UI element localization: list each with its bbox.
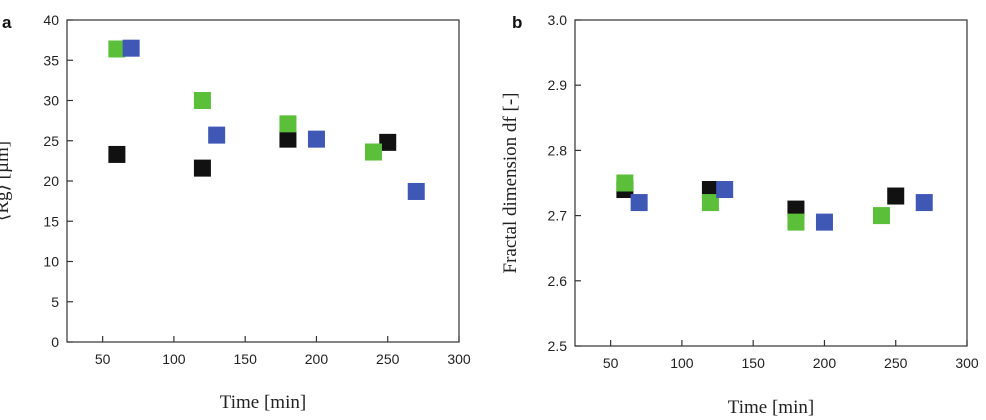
- y-tick-label: 2.6: [548, 273, 568, 289]
- panel-a-markers: [108, 39, 425, 200]
- x-tick-label: 200: [813, 355, 837, 371]
- scatter-point: [915, 194, 933, 212]
- scatter-point: [407, 182, 425, 200]
- scatter-point: [787, 200, 805, 218]
- panel-b-markers: [616, 174, 933, 231]
- y-tick-label: 30: [43, 93, 59, 109]
- x-tick-label: 300: [955, 355, 979, 371]
- y-tick-label: 25: [43, 133, 59, 149]
- y-tick-label: 20: [43, 173, 59, 189]
- y-tick-label: 35: [43, 52, 59, 68]
- scatter-point: [122, 39, 140, 57]
- panel-b-x-ticks: 50 100 150 200 250 300: [603, 340, 979, 371]
- y-tick-label: 40: [43, 12, 59, 28]
- x-tick-label: 200: [305, 351, 329, 367]
- scatter-point: [630, 194, 648, 212]
- scatter-point: [364, 143, 382, 161]
- scatter-point: [193, 159, 211, 177]
- x-tick-label: 150: [234, 351, 258, 367]
- x-tick-label: 50: [95, 351, 111, 367]
- x-tick-label: 100: [670, 355, 694, 371]
- panel-a-plot-frame: [66, 19, 460, 343]
- scatter-point: [208, 126, 226, 144]
- x-tick-label: 50: [603, 355, 619, 371]
- y-tick-label: 3.0: [548, 12, 568, 28]
- y-tick-label: 2.8: [548, 142, 568, 158]
- scatter-point: [108, 145, 126, 163]
- panel-b-y-axis-title: Fractal dimension df [-]: [500, 93, 521, 274]
- y-tick-label: 10: [43, 254, 59, 270]
- scatter-point: [279, 115, 297, 133]
- scatter-point: [787, 213, 805, 231]
- panel-a-y-axis-title: ⟨Rg⟩ [µm]: [0, 141, 13, 221]
- scatter-point: [815, 213, 833, 231]
- y-tick-label: 2.5: [548, 338, 568, 354]
- panel-a: a 50 100 150 200 250 300 0 5 10 15 20 25 30 35 40 Tim…: [0, 12, 471, 413]
- x-tick-label: 250: [884, 355, 908, 371]
- scatter-point: [872, 207, 890, 225]
- panel-a-letter: a: [2, 13, 12, 32]
- panel-b-y-ticks: 2.5 2.6 2.7 2.8 2.9 3.0: [548, 12, 581, 354]
- scatter-point: [716, 181, 734, 199]
- scatter-point: [193, 92, 211, 109]
- scatter-point: [701, 181, 719, 199]
- scatter-point: [887, 187, 905, 205]
- panel-a-x-axis-title: Time [min]: [220, 392, 306, 413]
- x-tick-label: 150: [742, 355, 766, 371]
- panel-b-plot-frame: [574, 19, 968, 347]
- y-tick-label: 5: [51, 294, 59, 310]
- y-tick-label: 15: [43, 213, 59, 229]
- y-tick-label: 2.7: [548, 208, 568, 224]
- scatter-point: [307, 130, 325, 148]
- x-tick-label: 100: [162, 351, 186, 367]
- scatter-point: [379, 133, 397, 151]
- panel-b-letter: b: [512, 13, 522, 32]
- x-tick-label: 300: [447, 351, 471, 367]
- panel-b-x-axis-title: Time [min]: [728, 397, 814, 418]
- scatter-point: [701, 194, 719, 212]
- y-tick-label: 2.9: [548, 77, 568, 93]
- x-tick-label: 250: [376, 351, 400, 367]
- scatter-point: [108, 40, 126, 58]
- scatter-point: [616, 174, 634, 192]
- scatter-point: [279, 130, 297, 148]
- y-tick-label: 0: [51, 334, 59, 350]
- panel-a-y-ticks: 0 5 10 15 20 25 30 35 40: [43, 12, 73, 350]
- panel-b: b 50 100 150 200 250 300 2.5 2.6 2.7 2.8 2.9 3.0 T…: [500, 12, 979, 418]
- panel-a-x-ticks: 50 100 150 200 250 300: [95, 336, 471, 367]
